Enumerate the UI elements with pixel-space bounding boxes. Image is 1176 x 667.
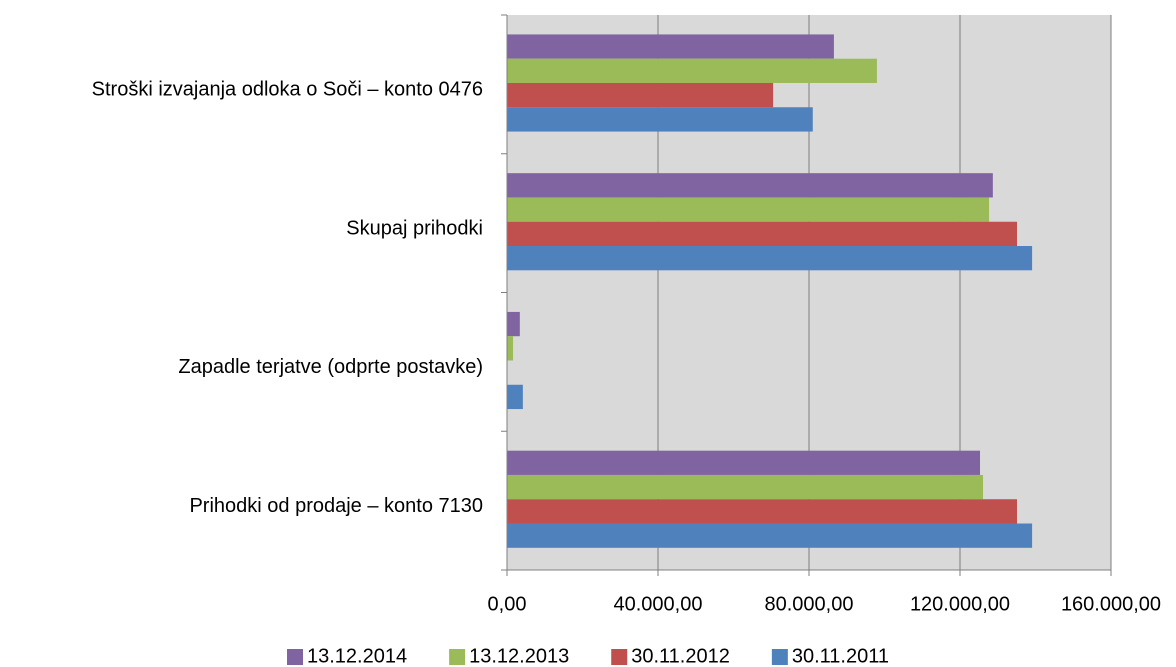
legend-swatch	[771, 649, 788, 665]
bar	[507, 450, 981, 475]
bar	[507, 246, 1033, 271]
x-tick-label: 40.000,00	[614, 593, 703, 615]
legend-label: 30.11.2012	[631, 645, 730, 667]
y-tick-label: Zapadle terjatve (odprte postavke)	[178, 356, 483, 378]
legend-swatch	[449, 649, 466, 665]
bar	[507, 221, 1018, 247]
bar	[507, 197, 990, 222]
bar	[507, 107, 813, 132]
legend-swatch	[611, 649, 628, 665]
bar	[507, 474, 984, 500]
bar	[507, 173, 993, 198]
legend-swatch	[287, 649, 304, 665]
bar	[507, 384, 523, 410]
bar	[507, 523, 1033, 548]
legend-label: 30.11.2011	[792, 645, 889, 667]
y-tick-label: Skupaj prihodki	[346, 217, 483, 239]
x-tick-label: 160.000,00	[1061, 593, 1161, 615]
x-tick-label: 0,00	[488, 593, 527, 615]
bar	[507, 58, 877, 83]
bar	[507, 34, 834, 59]
y-tick-label: Prihodki od prodaje – konto 7130	[189, 495, 483, 517]
bar	[507, 82, 774, 108]
x-tick-label: 80.000,00	[765, 593, 854, 615]
x-tick-label: 120.000,00	[910, 593, 1010, 615]
bar	[507, 336, 514, 361]
legend-label: 13.12.2013	[469, 645, 569, 667]
bar	[507, 311, 520, 337]
legend-label: 13.12.2014	[307, 645, 407, 667]
bar	[507, 499, 1018, 524]
y-tick-label: Stroški izvajanja odloka o Soči – konto …	[92, 79, 483, 101]
